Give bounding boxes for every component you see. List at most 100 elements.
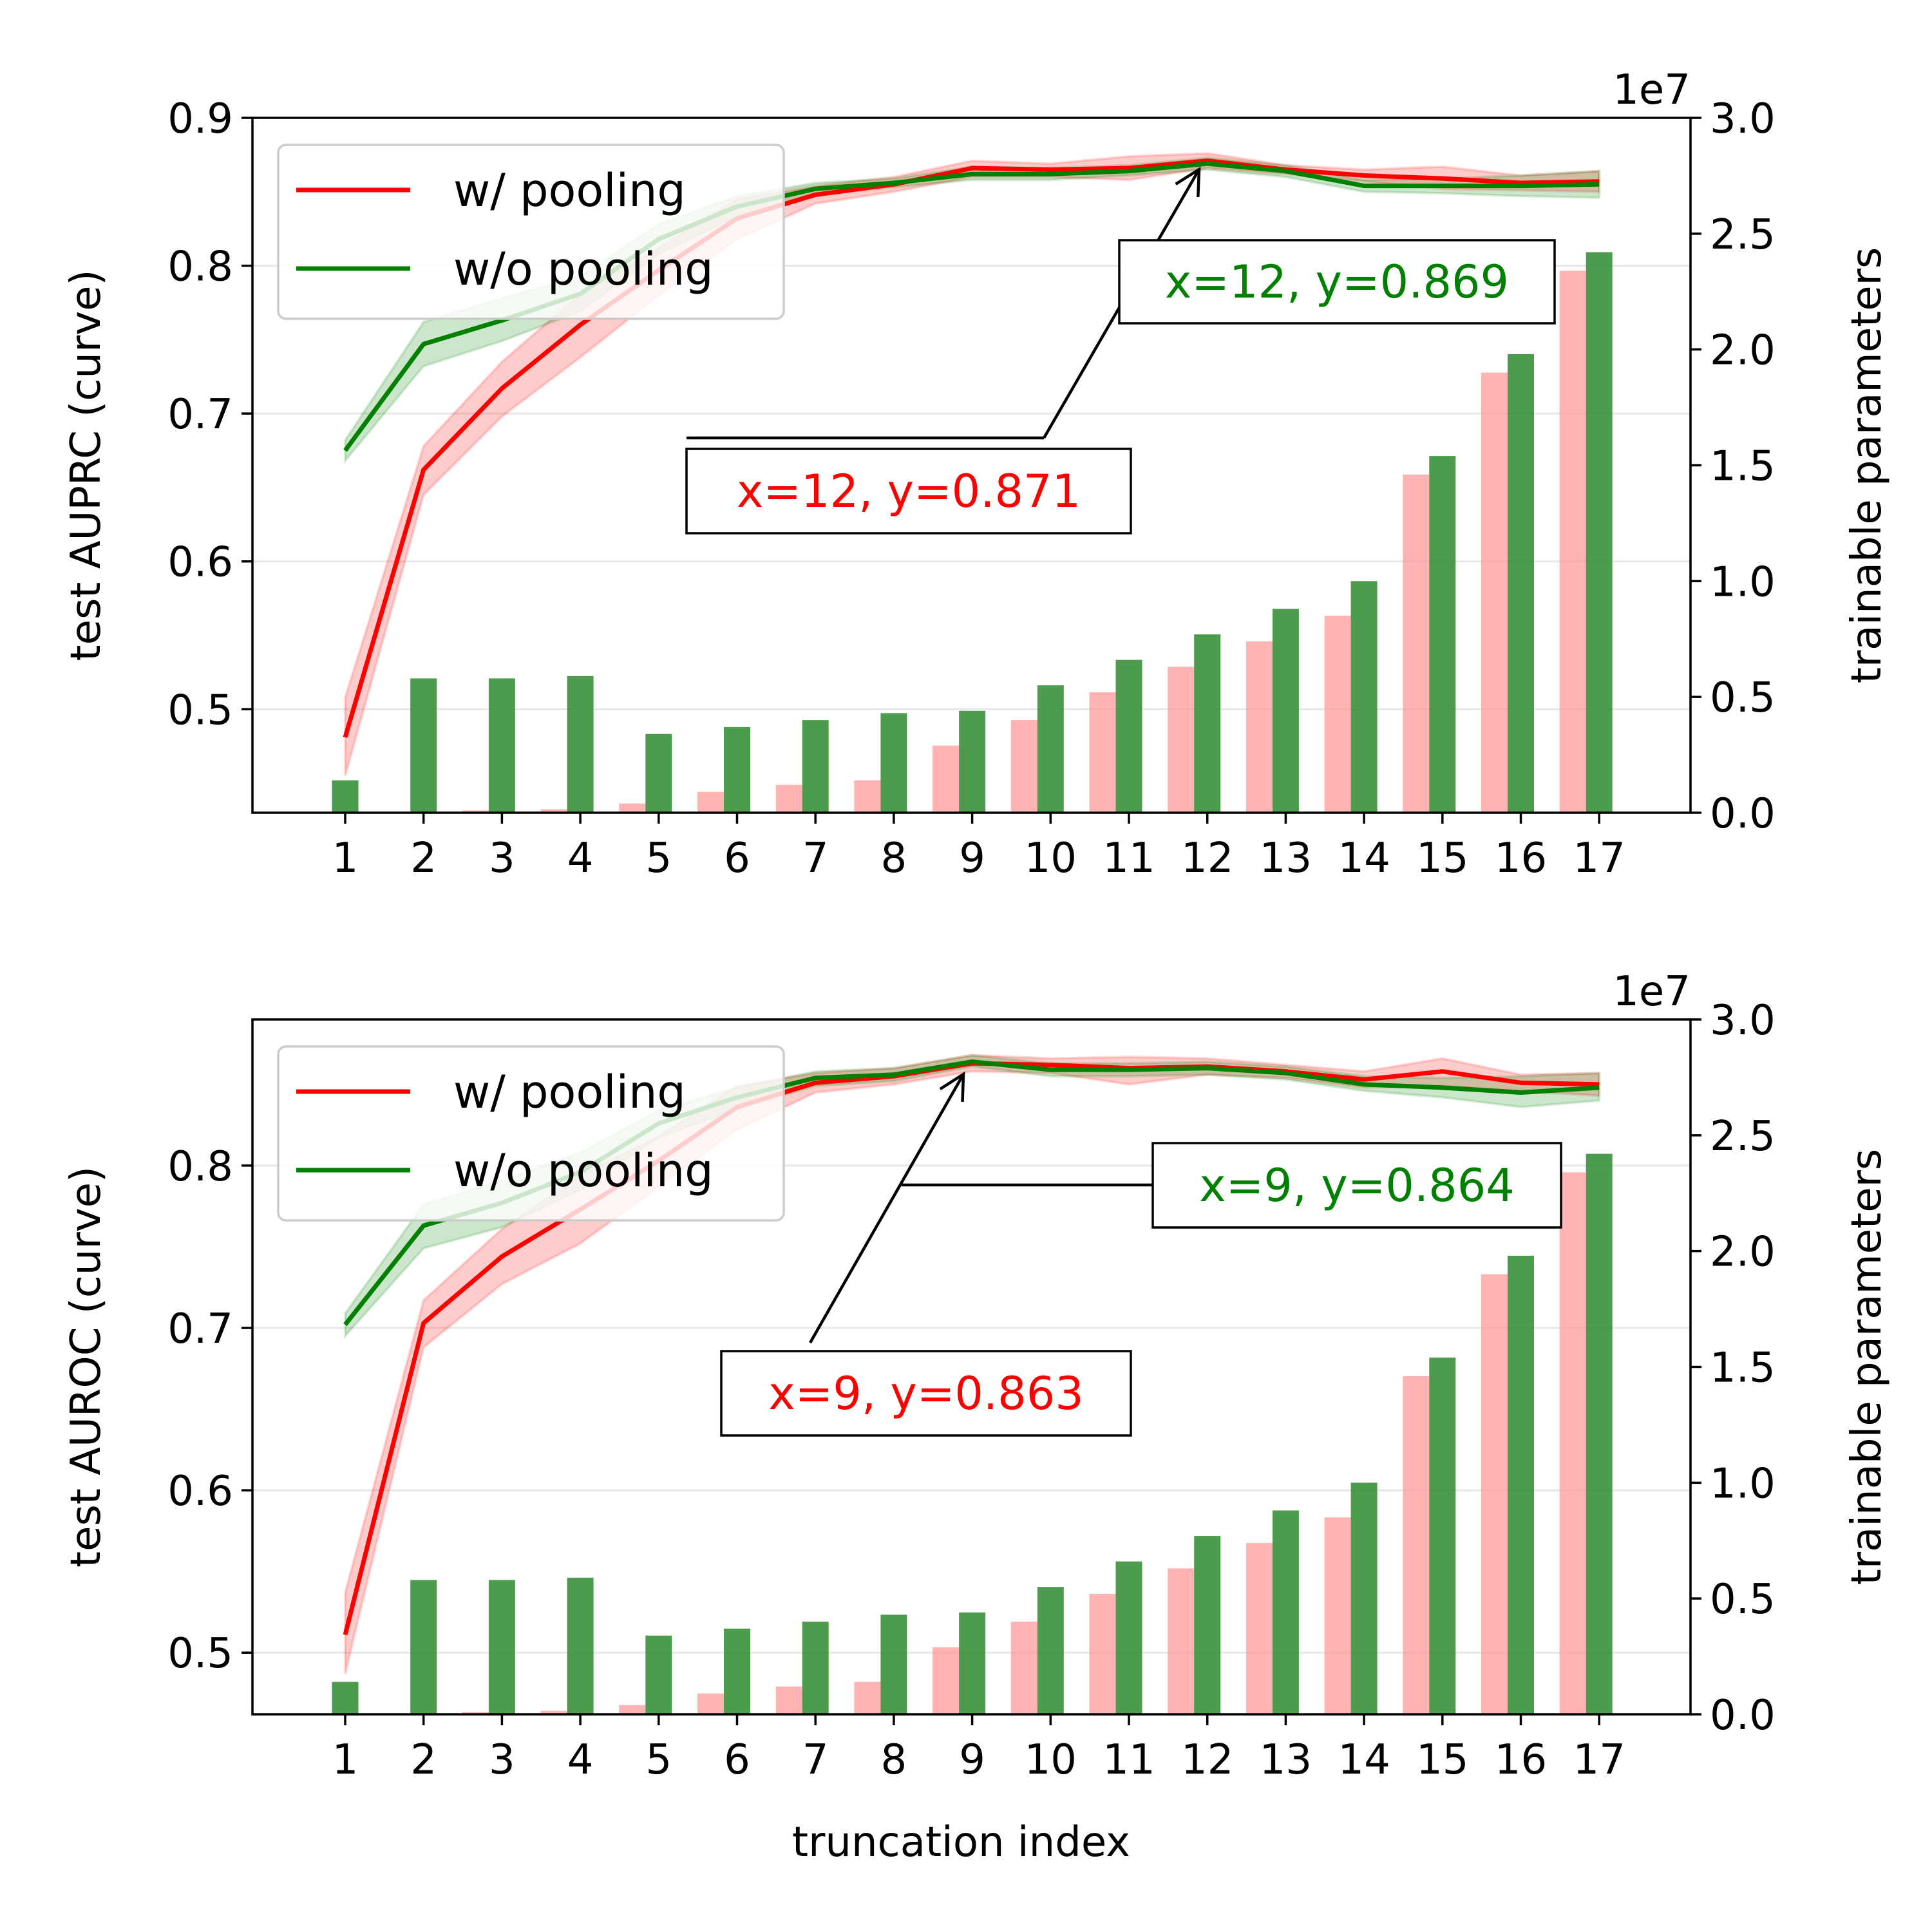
param-bar-wo-pooling [1586, 252, 1613, 813]
param-bar-w-pooling [1089, 692, 1116, 813]
y-tick-label: 0.7 [167, 1305, 233, 1353]
annotation-label: x=9, y=0.864 [1199, 1159, 1515, 1212]
param-bar-wo-pooling [802, 1622, 829, 1714]
x-tick-label: 2 [410, 835, 437, 882]
annotation: x=9, y=0.864 [902, 1142, 1562, 1229]
y-tick-label: 0.6 [167, 1468, 233, 1515]
y2-tick-label: 1.0 [1710, 558, 1776, 606]
param-bar-w-pooling [933, 745, 960, 813]
x-tick-label: 17 [1573, 1736, 1625, 1784]
y2-tick-label: 2.0 [1710, 1229, 1776, 1276]
param-bar-wo-pooling [1508, 1255, 1534, 1714]
param-bar-wo-pooling [1350, 581, 1378, 813]
param-bar-wo-pooling [724, 726, 750, 813]
x-tick-label: 10 [1025, 1736, 1077, 1784]
param-bar-wo-pooling [802, 720, 829, 813]
param-bar-w-pooling [1245, 641, 1273, 813]
x-tick-label: 4 [567, 835, 594, 882]
x-tick-label: 9 [959, 1736, 985, 1784]
param-bar-w-pooling [1010, 1622, 1037, 1714]
x-tick-label: 11 [1103, 1736, 1155, 1784]
x-tick-label: 8 [881, 835, 907, 882]
param-bar-w-pooling [1089, 1593, 1116, 1714]
param-bar-wo-pooling [1350, 1482, 1378, 1714]
x-tick-label: 13 [1260, 1736, 1312, 1784]
x-tick-label: 16 [1495, 835, 1547, 882]
param-bar-wo-pooling [1429, 1358, 1456, 1714]
legend-label: w/o pooling [453, 1144, 714, 1197]
param-bar-wo-pooling [1037, 1587, 1064, 1714]
x-tick-label: 14 [1338, 1736, 1390, 1784]
param-bar-wo-pooling [1115, 1561, 1142, 1714]
y2-axis-title: trainable parameters [1843, 247, 1891, 684]
param-bar-wo-pooling [959, 1612, 986, 1714]
x-tick-label: 11 [1103, 835, 1155, 882]
param-bar-wo-pooling [1194, 634, 1221, 813]
param-bar-wo-pooling [410, 678, 437, 813]
param-bar-wo-pooling [1429, 456, 1456, 813]
x-tick-label: 7 [802, 835, 829, 882]
x-tick-label: 16 [1495, 1736, 1547, 1784]
annotation: x=12, y=0.869 [1043, 166, 1556, 439]
param-bar-wo-pooling [1194, 1536, 1221, 1714]
x-tick-label: 9 [959, 835, 985, 882]
annotation-box [1151, 1142, 1562, 1229]
x-tick-label: 14 [1338, 835, 1390, 882]
x-tick-label: 10 [1025, 835, 1077, 882]
x-tick-label: 6 [724, 1736, 750, 1784]
param-bar-w-pooling [619, 803, 646, 813]
x-tick-label: 3 [489, 835, 515, 882]
x-tick-label: 12 [1181, 835, 1233, 882]
y2-tick-label: 0.5 [1710, 674, 1776, 722]
x-tick-label: 5 [645, 1736, 672, 1784]
param-bar-wo-pooling [1272, 609, 1299, 813]
y2-tick-label: 2.5 [1710, 211, 1776, 259]
param-bar-w-pooling [462, 1712, 489, 1714]
annotation-arrowhead [939, 1071, 965, 1102]
param-bar-w-pooling [1324, 616, 1351, 813]
param-bar-w-pooling [462, 810, 489, 813]
x-tick-label: 4 [567, 1736, 594, 1784]
annotation-arrow [809, 1073, 965, 1344]
y2-tick-label: 0.0 [1710, 790, 1776, 838]
y-tick-label: 0.6 [167, 539, 233, 587]
annotation-arrowhead [1175, 166, 1201, 197]
param-bar-wo-pooling [332, 1681, 359, 1714]
param-bar-w-pooling [619, 1705, 646, 1714]
param-bar-w-pooling [1403, 1376, 1430, 1714]
legend: w/ pooling w/o pooling [277, 144, 785, 320]
param-bar-w-pooling [775, 1686, 802, 1714]
annotation-box [720, 1350, 1132, 1437]
param-bar-wo-pooling [1115, 659, 1142, 813]
y2-tick-label: 3.0 [1710, 997, 1776, 1045]
param-bar-w-pooling [933, 1647, 960, 1714]
x-tick-label: 2 [410, 1736, 437, 1784]
y2-tick-label: 2.5 [1710, 1113, 1776, 1160]
param-bar-w-pooling [1481, 1274, 1508, 1714]
param-bar-w-pooling [854, 1681, 881, 1714]
legend: w/ pooling w/o pooling [277, 1045, 785, 1222]
param-bar-w-pooling [1010, 720, 1037, 813]
annotation-label: x=12, y=0.869 [1165, 256, 1509, 308]
y2-tick-label: 0.5 [1710, 1576, 1776, 1624]
param-bar-w-pooling [697, 1693, 724, 1714]
annotation-label: x=12, y=0.871 [737, 465, 1081, 518]
x-tick-label: 8 [881, 1736, 907, 1784]
param-bar-w-pooling [540, 809, 567, 813]
param-bar-wo-pooling [645, 734, 672, 813]
param-bar-wo-pooling [567, 676, 594, 813]
param-bar-w-pooling [1403, 474, 1430, 813]
param-bar-wo-pooling [1272, 1510, 1299, 1714]
x-tick-label: 3 [489, 1736, 515, 1784]
y-tick-label: 0.9 [167, 95, 233, 143]
y-tick-label: 0.8 [167, 243, 233, 291]
series-line-w-pooling [343, 158, 1600, 738]
y2-tick-label: 0.0 [1710, 1692, 1776, 1739]
param-bar-w-pooling [540, 1710, 567, 1714]
param-bar-wo-pooling [488, 1580, 515, 1714]
x-tick-label: 1 [332, 1736, 359, 1784]
param-bar-wo-pooling [1508, 354, 1534, 813]
y-axis-title: test AUROC (curve) [62, 1166, 110, 1567]
